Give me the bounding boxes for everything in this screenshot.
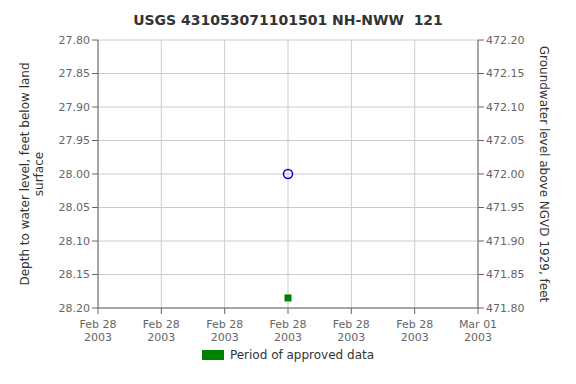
svg-text:471.85: 471.85: [486, 268, 525, 281]
svg-text:471.80: 471.80: [486, 302, 525, 315]
svg-text:27.80: 27.80: [59, 34, 91, 47]
svg-text:27.85: 27.85: [59, 67, 91, 80]
svg-text:472.00: 472.00: [486, 168, 525, 181]
svg-text:472.05: 472.05: [486, 134, 525, 147]
svg-text:28.10: 28.10: [59, 235, 91, 248]
svg-text:471.95: 471.95: [486, 201, 525, 214]
svg-text:28.05: 28.05: [59, 201, 91, 214]
svg-text:Feb 282003: Feb 282003: [206, 318, 243, 344]
svg-text:472.10: 472.10: [486, 101, 525, 114]
svg-text:Feb 282003: Feb 282003: [270, 318, 307, 344]
svg-text:28.00: 28.00: [59, 168, 91, 181]
svg-text:Groundwater level above NGVD 1: Groundwater level above NGVD 1929, feet: [537, 46, 551, 303]
svg-text:28.20: 28.20: [59, 302, 91, 315]
html-text:Period of approved data: Period of approved data: [229, 348, 375, 362]
svg-text:27.95: 27.95: [59, 134, 91, 147]
svg-text:Feb 282003: Feb 282003: [143, 318, 180, 344]
svg-text:472.20: 472.20: [486, 34, 525, 47]
svg-text:27.90: 27.90: [59, 101, 91, 114]
svg-text:Depth to water level, feet bel: Depth to water level, feet below landsur…: [18, 62, 46, 285]
svg-text:Feb 282003: Feb 282003: [333, 318, 370, 344]
svg-text:Mar 012003: Mar 012003: [459, 318, 497, 344]
svg-text:28.15: 28.15: [59, 268, 91, 281]
svg-text:471.90: 471.90: [486, 235, 525, 248]
svg-text:Feb 282003: Feb 282003: [80, 318, 117, 344]
html-text:USGS 431053071101501 NH-NWW 12: USGS 431053071101501 NH-NWW 121: [133, 12, 443, 28]
svg-text:472.15: 472.15: [486, 67, 525, 80]
svg-text:Feb 282003: Feb 282003: [396, 318, 433, 344]
